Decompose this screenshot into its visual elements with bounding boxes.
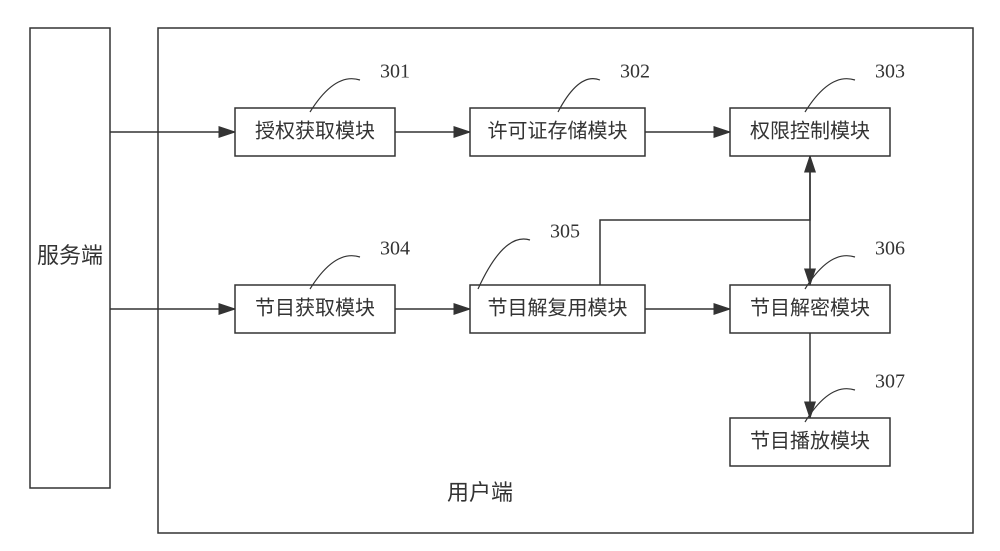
leader-n304 [310,256,360,289]
node-n301: 授权获取模块 301 [235,61,410,156]
node-n302: 许可证存储模块 302 [470,61,650,156]
leader-n301 [310,79,360,112]
client-label: 用户端 [447,480,513,505]
leader-n302 [558,79,600,112]
node-n303: 权限控制模块 303 [730,61,905,156]
node-number-n303: 303 [875,61,905,83]
leader-n306 [805,256,855,289]
node-number-n304: 304 [380,238,410,260]
node-label-n302: 许可证存储模块 [488,120,628,143]
node-n304: 节目获取模块 304 [235,238,410,333]
edge-305-303 [600,156,810,285]
node-number-n301: 301 [380,61,410,83]
leader-n307 [805,389,855,422]
node-number-n302: 302 [620,61,650,83]
node-label-n306: 节目解密模块 [750,297,870,320]
leader-n303 [805,79,855,112]
node-n306: 节目解密模块 306 [730,238,905,333]
node-number-n307: 307 [875,371,905,393]
node-label-n307: 节目播放模块 [750,430,870,453]
node-label-n305: 节目解复用模块 [488,297,628,320]
node-label-n304: 节目获取模块 [255,297,375,320]
node-label-n303: 权限控制模块 [750,120,870,143]
node-n305: 节目解复用模块 305 [470,221,645,333]
node-n307: 节目播放模块 307 [730,371,905,466]
leader-n305 [478,239,530,289]
node-number-n305: 305 [550,221,580,243]
node-number-n306: 306 [875,238,905,260]
server-label: 服务端 [37,243,103,268]
node-label-n301: 授权获取模块 [255,120,375,143]
